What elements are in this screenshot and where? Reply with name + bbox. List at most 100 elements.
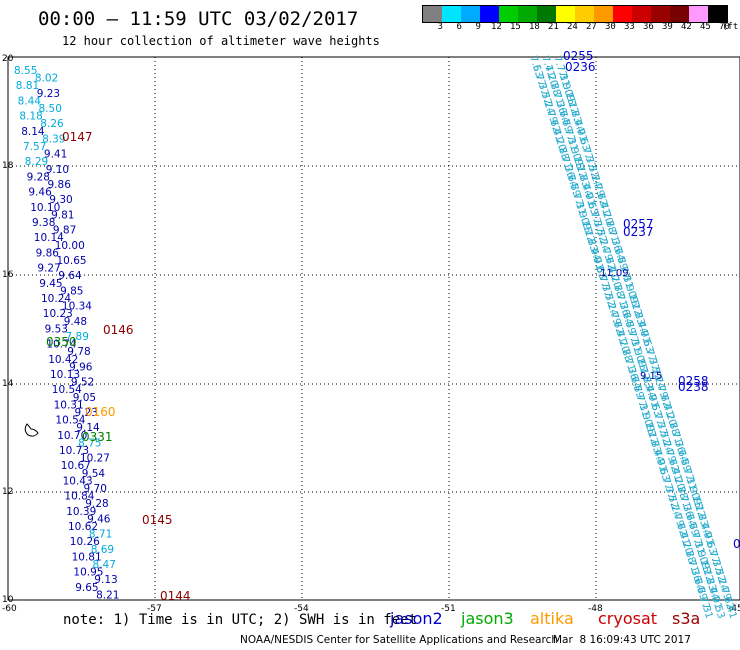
wave-height-value: 10.67 xyxy=(61,460,91,472)
y-tick-label: 12 xyxy=(2,487,13,497)
wave-height-value: 9.81 xyxy=(51,209,74,221)
pass-time-label: 0255 xyxy=(563,49,594,63)
color-scale-label: 12 xyxy=(491,22,502,32)
wave-height-value: 8.50 xyxy=(39,103,62,115)
wave-height-value: 10.81 xyxy=(72,551,102,563)
wave-height-value: 10.31 xyxy=(54,399,84,411)
pass-time-label: 0147 xyxy=(62,130,93,144)
wave-height-value: 9.30 xyxy=(49,194,72,206)
color-scale-label: 6 xyxy=(456,22,462,32)
color-swatch xyxy=(480,6,499,22)
wave-height-value: 9.05 xyxy=(73,392,96,404)
wave-height-value: 8.47 xyxy=(93,559,116,571)
page-title: 00:00 – 11:59 UTC 03/02/2017 xyxy=(38,8,359,30)
wave-height-value: 10.42 xyxy=(48,354,78,366)
wave-height-value: 8.02 xyxy=(35,73,58,85)
wave-height-value: 10.00 xyxy=(55,240,85,252)
wave-height-value: 8.75 xyxy=(78,437,101,449)
color-scale-label: 45 xyxy=(700,22,711,32)
track-value: 11.09 xyxy=(600,268,629,279)
color-swatch xyxy=(461,6,480,22)
legend-altika: altika xyxy=(530,609,574,628)
color-swatch xyxy=(613,6,632,22)
wave-height-value: 10.27 xyxy=(80,453,110,465)
color-scale-label: 70 xyxy=(719,22,730,32)
legend-s3a: s3a xyxy=(672,609,701,628)
y-tick-label: 10 xyxy=(2,595,14,605)
wave-height-value: 10.54 xyxy=(52,384,82,396)
color-scale-label: 42 xyxy=(681,22,692,32)
credit-text: NOAA/NESDIS Center for Satellite Applica… xyxy=(240,634,558,646)
wave-height-value: 9.14 xyxy=(76,422,100,434)
wave-height-value: 9.23 xyxy=(75,407,98,419)
wave-height-value: 10.24 xyxy=(41,293,71,305)
wave-height-value: 8.39 xyxy=(42,133,65,145)
wave-height-value: 9.65 xyxy=(75,582,98,594)
units-note: note: 1) Time is in UTC; 2) SWH is in fe… xyxy=(63,612,418,628)
color-swatch xyxy=(651,6,670,22)
pass-time-label: 0237 xyxy=(623,225,654,239)
pass-time-label: 0160 xyxy=(85,405,116,419)
color-scale-label: 9 xyxy=(475,22,481,32)
wave-height-value: 10.34 xyxy=(62,301,92,313)
wave-height-value: 10.26 xyxy=(70,536,100,548)
wave-height-value: 9.27 xyxy=(37,263,60,275)
plot-border xyxy=(7,56,740,601)
pass-time-label: 0256 xyxy=(733,537,740,551)
wave-height-value: 9.28 xyxy=(85,498,108,510)
pass-time-label: 0257 xyxy=(623,217,654,231)
color-scale-label: 27 xyxy=(586,22,597,32)
color-scale-label: 30 xyxy=(605,22,616,32)
wave-height-value: 9.52 xyxy=(71,377,94,389)
pass-time-label: 0146 xyxy=(103,323,134,337)
color-scale-label: 15 xyxy=(510,22,521,32)
color-swatch xyxy=(423,6,442,22)
wave-height-value: 8.29 xyxy=(25,156,48,168)
wave-height-value: 9.87 xyxy=(53,225,76,237)
wave-height-value: 8.81 xyxy=(16,80,39,92)
wave-height-value: 10.39 xyxy=(66,506,96,518)
track-value: 9.15 xyxy=(640,371,662,382)
y-tick-label: 14 xyxy=(2,379,14,389)
color-scale-label: 33 xyxy=(624,22,635,32)
color-scale-label: 3 xyxy=(437,22,443,32)
color-scale-label: 18 xyxy=(529,22,540,32)
wave-height-value: 8.71 xyxy=(89,529,112,541)
wave-height-value: 8.44 xyxy=(18,95,42,107)
wave-height-value: 9.78 xyxy=(67,346,90,358)
color-swatch xyxy=(537,6,556,22)
x-tick-label: -57 xyxy=(147,604,162,614)
wave-height-value: 10.70 xyxy=(57,430,87,442)
legend-cryosat: cryosat xyxy=(598,609,658,628)
wave-height-value: 9.53 xyxy=(45,323,68,335)
color-scale-label: 36 xyxy=(643,22,654,32)
wave-height-value: 9.54 xyxy=(82,468,106,480)
pass-time-label: 0236 xyxy=(565,60,596,74)
color-swatch xyxy=(594,6,613,22)
y-tick-label: 20 xyxy=(2,54,14,64)
wave-height-value: 9.48 xyxy=(64,316,87,328)
x-tick-label: -48 xyxy=(588,604,603,614)
legend-jason3: jason3 xyxy=(461,609,514,628)
wave-height-value: 10.73 xyxy=(59,445,89,457)
pass-time-label: 0145 xyxy=(142,513,173,527)
wave-height-value: 9.96 xyxy=(69,361,93,373)
x-tick-label: -51 xyxy=(441,604,456,614)
y-tick-label: 18 xyxy=(2,161,14,171)
wave-height-value: 9.41 xyxy=(44,149,67,161)
wave-height-value: 8.55 xyxy=(14,65,37,77)
color-swatch xyxy=(708,6,727,22)
wave-height-value: 10.23 xyxy=(43,308,73,320)
wave-height-value: 10.54 xyxy=(55,415,85,427)
wave-height-value: 9.46 xyxy=(87,513,111,525)
wave-height-value: 10.95 xyxy=(73,567,103,579)
pass-time-label: 0350 xyxy=(46,335,77,349)
wave-height-value: 9.85 xyxy=(60,285,83,297)
color-swatch xyxy=(689,6,708,22)
wave-height-value: 8.18 xyxy=(19,111,42,123)
color-swatch xyxy=(632,6,651,22)
wave-height-value: 9.28 xyxy=(27,171,50,183)
color-swatch xyxy=(442,6,461,22)
pass-time-label: 0144 xyxy=(160,589,191,603)
